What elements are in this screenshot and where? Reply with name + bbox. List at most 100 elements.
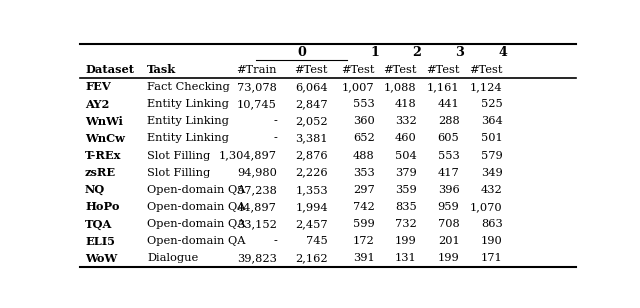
Text: 2,226: 2,226 xyxy=(296,168,328,178)
Text: Open-domain QA: Open-domain QA xyxy=(147,219,246,229)
Text: #Test: #Test xyxy=(426,65,460,75)
Text: HoPo: HoPo xyxy=(85,201,120,213)
Text: T-REx: T-REx xyxy=(85,150,122,161)
Text: 418: 418 xyxy=(395,99,417,109)
Text: NQ: NQ xyxy=(85,184,105,195)
Text: Slot Filling: Slot Filling xyxy=(147,168,210,178)
Text: Entity Linking: Entity Linking xyxy=(147,99,229,109)
Text: 39,823: 39,823 xyxy=(237,253,277,263)
Text: 2,847: 2,847 xyxy=(296,99,328,109)
Text: 2,052: 2,052 xyxy=(296,116,328,126)
Text: 553: 553 xyxy=(353,99,374,109)
Text: 94,980: 94,980 xyxy=(237,168,277,178)
Text: 863: 863 xyxy=(481,219,502,229)
Text: ELI5: ELI5 xyxy=(85,236,115,247)
Text: 835: 835 xyxy=(395,202,417,212)
Text: WnWi: WnWi xyxy=(85,116,123,127)
Text: FEV: FEV xyxy=(85,81,111,92)
Text: 504: 504 xyxy=(395,151,417,160)
Text: 199: 199 xyxy=(438,253,460,263)
Text: 57,238: 57,238 xyxy=(237,185,277,195)
Text: 199: 199 xyxy=(395,236,417,246)
Text: Entity Linking: Entity Linking xyxy=(147,116,229,126)
Text: 391: 391 xyxy=(353,253,374,263)
Text: 417: 417 xyxy=(438,168,460,178)
Text: Open-domain QA: Open-domain QA xyxy=(147,236,246,246)
Text: 1,088: 1,088 xyxy=(384,82,417,92)
Text: 0: 0 xyxy=(297,46,306,59)
Text: #Test: #Test xyxy=(341,65,374,75)
Text: 1,304,897: 1,304,897 xyxy=(219,151,277,160)
Text: 1,007: 1,007 xyxy=(342,82,374,92)
Text: WoW: WoW xyxy=(85,253,117,264)
Text: 1,353: 1,353 xyxy=(296,185,328,195)
Text: 745: 745 xyxy=(307,236,328,246)
Text: 3: 3 xyxy=(455,46,464,59)
Text: 742: 742 xyxy=(353,202,374,212)
Text: 332: 332 xyxy=(395,116,417,126)
Text: -: - xyxy=(273,236,277,246)
Text: 599: 599 xyxy=(353,219,374,229)
Text: 288: 288 xyxy=(438,116,460,126)
Text: 190: 190 xyxy=(481,236,502,246)
Text: 3,381: 3,381 xyxy=(296,133,328,144)
Text: 171: 171 xyxy=(481,253,502,263)
Text: -: - xyxy=(273,133,277,144)
Text: 73,078: 73,078 xyxy=(237,82,277,92)
Text: 396: 396 xyxy=(438,185,460,195)
Text: 1: 1 xyxy=(370,46,379,59)
Text: #Test: #Test xyxy=(383,65,417,75)
Text: 4: 4 xyxy=(498,46,507,59)
Text: 732: 732 xyxy=(395,219,417,229)
Text: 10,745: 10,745 xyxy=(237,99,277,109)
Text: 349: 349 xyxy=(481,168,502,178)
Text: 44,897: 44,897 xyxy=(237,202,277,212)
Text: 652: 652 xyxy=(353,133,374,144)
Text: 460: 460 xyxy=(395,133,417,144)
Text: #Train: #Train xyxy=(236,65,277,75)
Text: AY2: AY2 xyxy=(85,99,109,110)
Text: 579: 579 xyxy=(481,151,502,160)
Text: 33,152: 33,152 xyxy=(237,219,277,229)
Text: Open-domain QA: Open-domain QA xyxy=(147,202,246,212)
Text: 2,162: 2,162 xyxy=(296,253,328,263)
Text: zsRE: zsRE xyxy=(85,167,116,178)
Text: 432: 432 xyxy=(481,185,502,195)
Text: 1,994: 1,994 xyxy=(296,202,328,212)
Text: 553: 553 xyxy=(438,151,460,160)
Text: TQA: TQA xyxy=(85,219,113,230)
Text: 1,161: 1,161 xyxy=(427,82,460,92)
Text: 501: 501 xyxy=(481,133,502,144)
Text: 525: 525 xyxy=(481,99,502,109)
Text: 379: 379 xyxy=(395,168,417,178)
Text: Entity Linking: Entity Linking xyxy=(147,133,229,144)
Text: 297: 297 xyxy=(353,185,374,195)
Text: 488: 488 xyxy=(353,151,374,160)
Text: 364: 364 xyxy=(481,116,502,126)
Text: 201: 201 xyxy=(438,236,460,246)
Text: 359: 359 xyxy=(395,185,417,195)
Text: WnCw: WnCw xyxy=(85,133,125,144)
Text: -: - xyxy=(273,116,277,126)
Text: 131: 131 xyxy=(395,253,417,263)
Text: 360: 360 xyxy=(353,116,374,126)
Text: #Test: #Test xyxy=(294,65,328,75)
Text: 2,457: 2,457 xyxy=(296,219,328,229)
Text: 1,070: 1,070 xyxy=(470,202,502,212)
Text: Dialogue: Dialogue xyxy=(147,253,198,263)
Text: 708: 708 xyxy=(438,219,460,229)
Text: 2: 2 xyxy=(412,46,421,59)
Text: Slot Filling: Slot Filling xyxy=(147,151,210,160)
Text: 6,064: 6,064 xyxy=(296,82,328,92)
Text: #Test: #Test xyxy=(469,65,502,75)
Text: Fact Checking: Fact Checking xyxy=(147,82,230,92)
Text: 353: 353 xyxy=(353,168,374,178)
Text: 441: 441 xyxy=(438,99,460,109)
Text: Task: Task xyxy=(147,64,176,75)
Text: 1,124: 1,124 xyxy=(470,82,502,92)
Text: 2,876: 2,876 xyxy=(296,151,328,160)
Text: 172: 172 xyxy=(353,236,374,246)
Text: 605: 605 xyxy=(438,133,460,144)
Text: Open-domain QA: Open-domain QA xyxy=(147,185,246,195)
Text: 959: 959 xyxy=(438,202,460,212)
